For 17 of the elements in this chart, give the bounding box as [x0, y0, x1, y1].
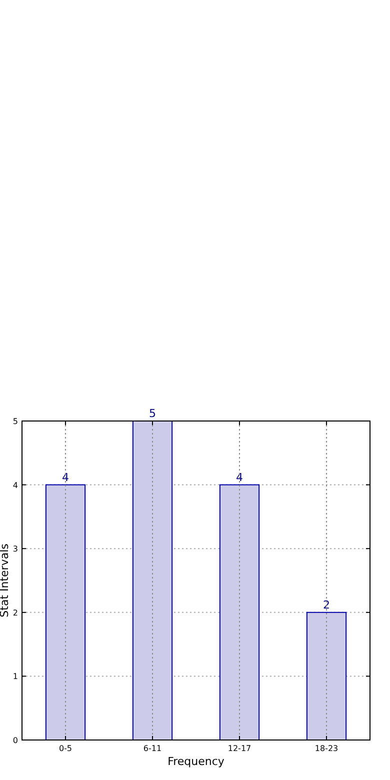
data-label: 5 — [149, 407, 156, 420]
x-axis-title: Frequency — [168, 755, 225, 768]
y-tick-label: 3 — [12, 544, 18, 554]
bar — [132, 420, 173, 740]
y-tick-label: 1 — [12, 672, 18, 682]
bar — [306, 612, 347, 740]
x-tick-label: 18-23 — [314, 744, 338, 753]
x-tick-label: 6-11 — [143, 744, 162, 753]
y-tick-label: 4 — [12, 480, 18, 490]
x-tick-label: 0-5 — [58, 744, 72, 753]
y-tick-label: 2 — [12, 608, 18, 618]
bar — [45, 484, 86, 740]
y-tick-label: 5 — [12, 417, 18, 426]
y-axis-title: Stat Intervals — [0, 543, 11, 618]
y-tick-label: 0 — [12, 736, 18, 745]
x-tick-label: 12-17 — [228, 744, 252, 753]
bar — [219, 484, 260, 740]
